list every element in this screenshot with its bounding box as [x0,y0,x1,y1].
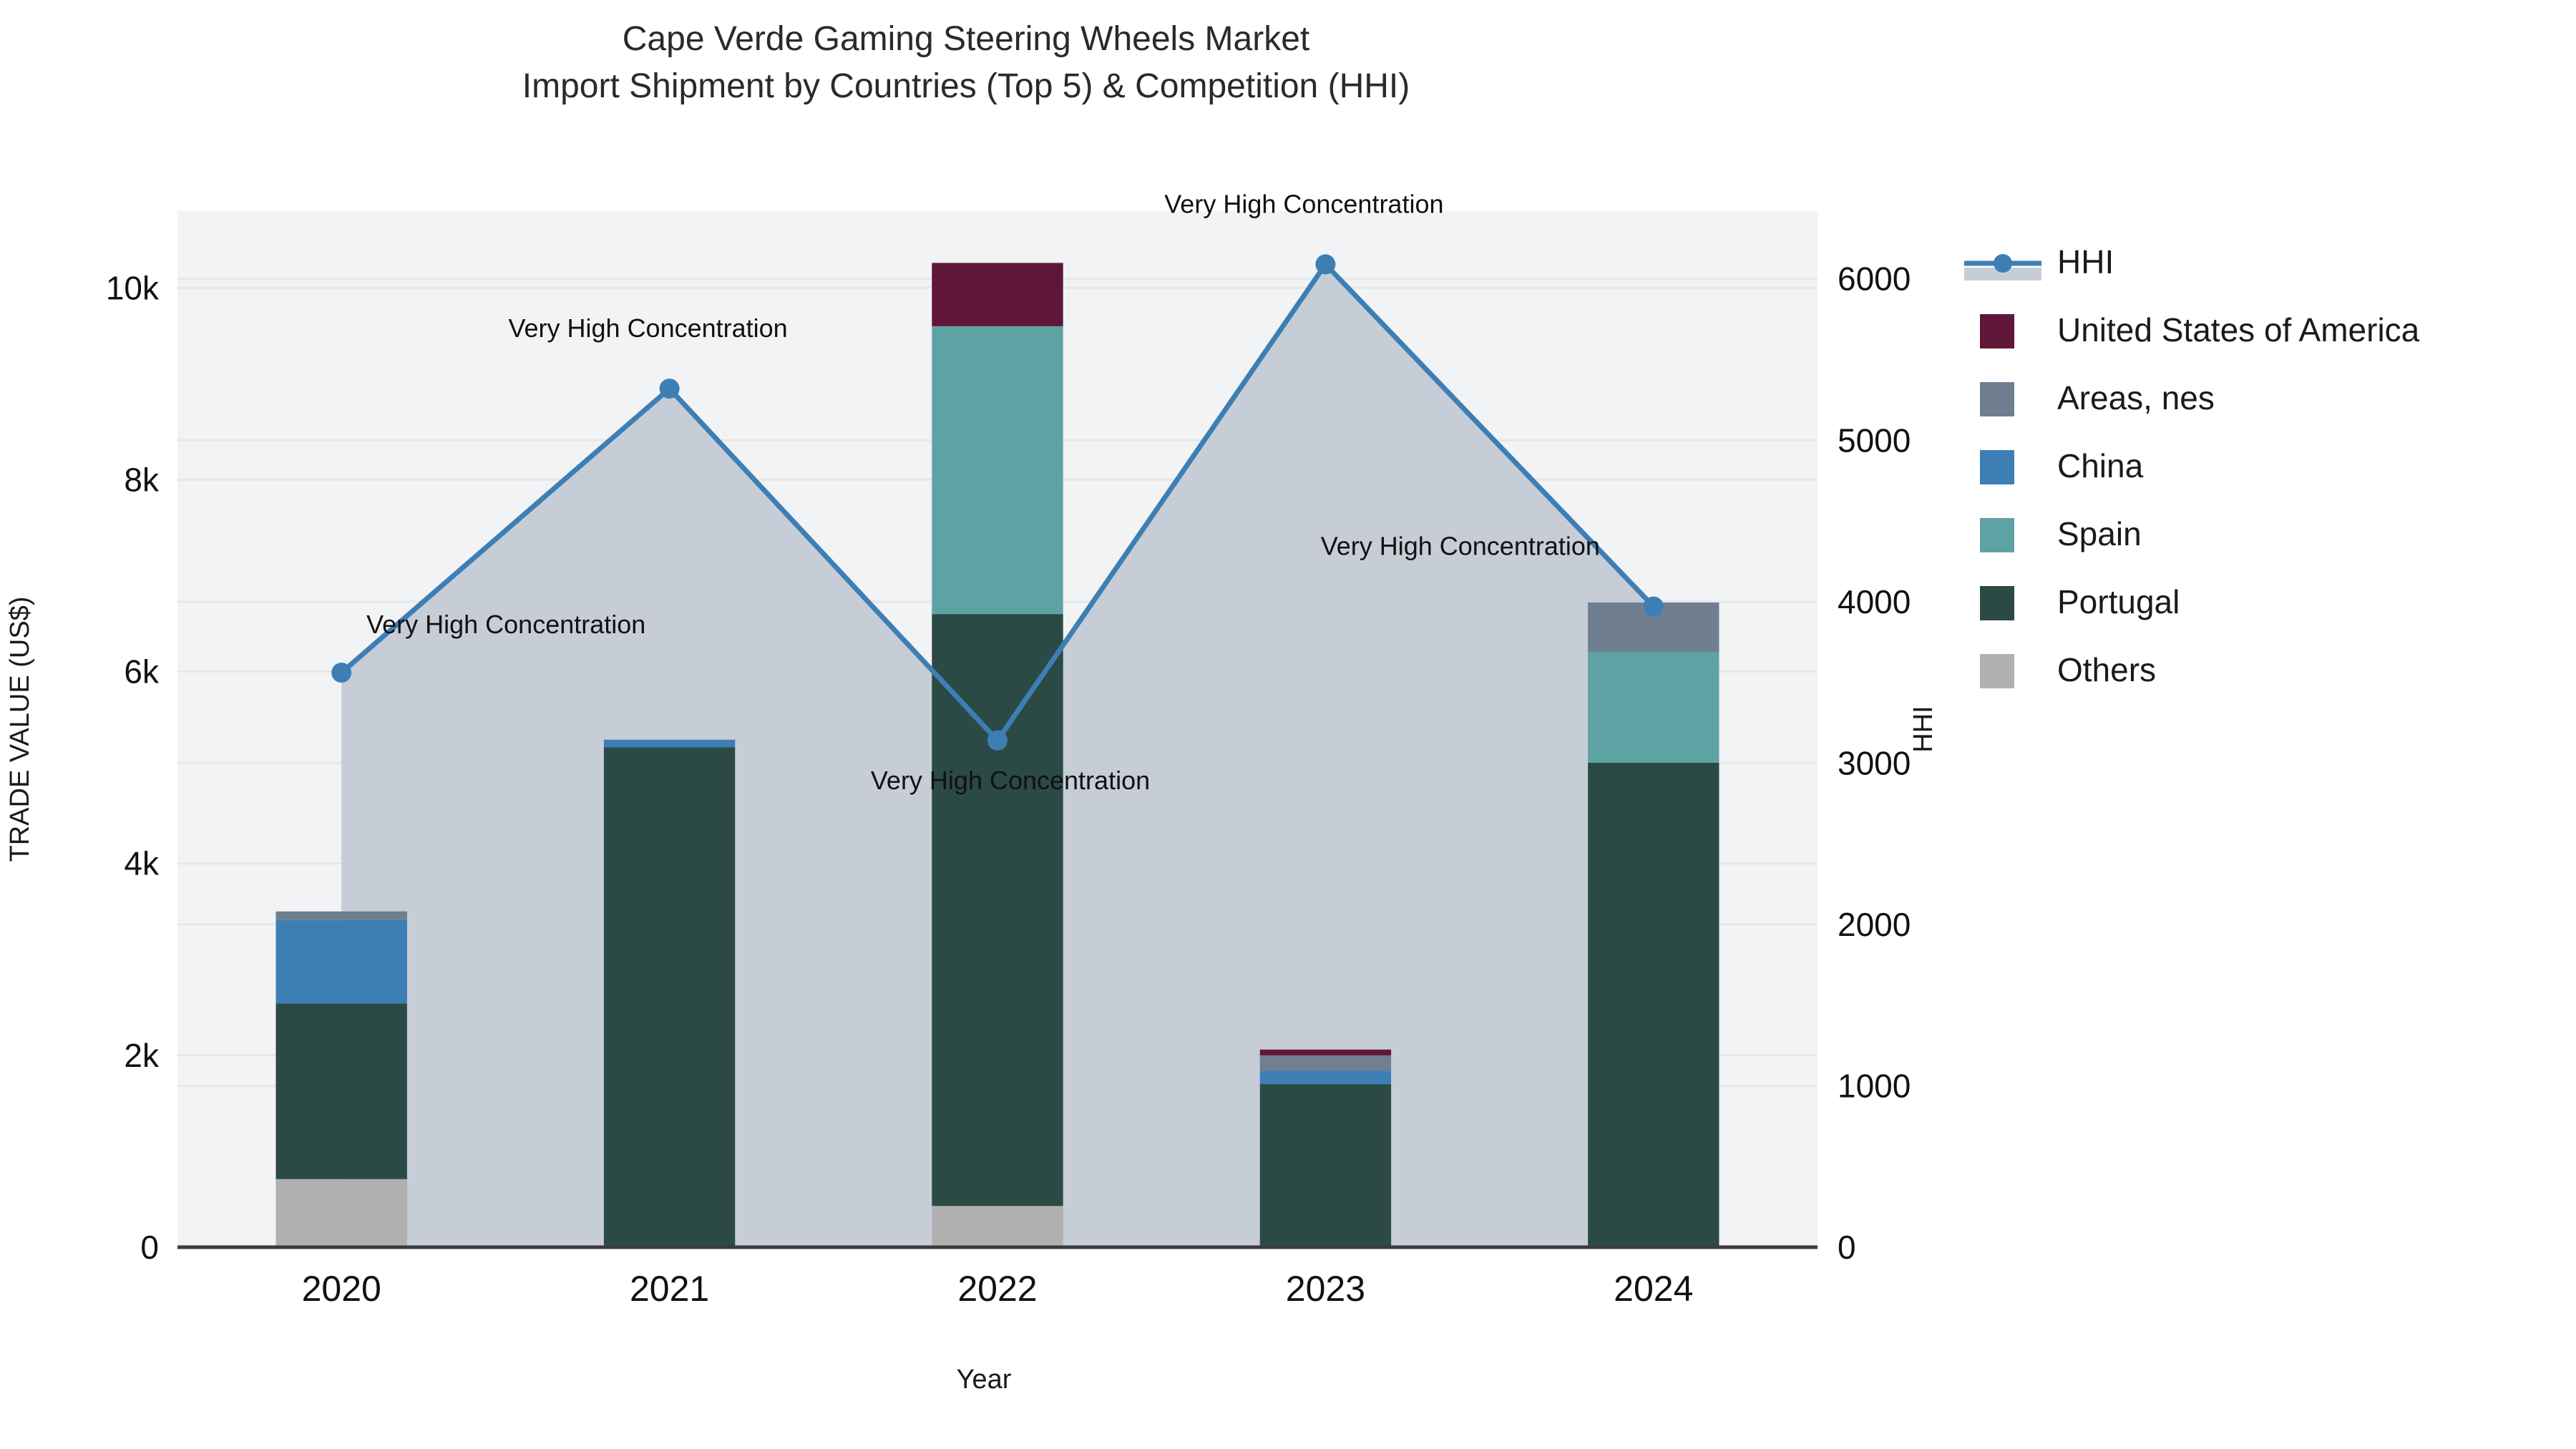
y-tick-label: 10k [106,269,160,306]
legend-label: China [2057,447,2144,484]
y2-tick-label: 0 [1838,1229,1856,1266]
legend-color-swatch [1980,382,2014,416]
hhi-data-point [659,379,680,399]
bar-segment [1588,652,1719,763]
legend-color-swatch [1980,586,2014,620]
chart-title: Cape Verde Gaming Steering Wheels Market [623,20,1309,58]
stacked-bars-group [275,263,1719,1247]
concentration-annotations-group: Very High Concentration Very High Concent… [366,189,1600,794]
hhi-data-point [1315,254,1336,275]
y-tick-label: 0 [140,1229,159,1266]
legend-group: HHI United States of America Areas, nes Chi… [1964,243,2420,688]
bar-segment [1259,1070,1392,1085]
bar-stack-2020 [275,911,407,1247]
bar-segment [932,614,1063,1206]
legend-label: United States of America [2057,311,2420,348]
bar-segment [603,747,736,1247]
y-axis-title: TRADE VALUE (US$) [5,597,35,862]
legend-color-swatch [1980,314,2014,348]
y2-tick-label: 5000 [1838,421,1911,459]
bar-stack-2022 [932,263,1063,1247]
bar-segment [932,326,1063,615]
concentration-annotation: Very High Concentration [366,610,645,639]
legend-label: Spain [2057,515,2142,552]
y2-tick-label: 1000 [1838,1067,1911,1104]
legend-label: Others [2057,651,2156,688]
legend-color-swatch [1980,518,2014,552]
concentration-annotation: Very High Concentration [508,313,787,343]
hhi-line-group [331,254,1664,751]
bar-segment [1259,1084,1392,1247]
legend-label: HHI [2057,243,2114,280]
tick-labels-group: 0 2k 4k 6k 8k 10k 0 1000 2000 3000 4000 5000 6000 202… [106,260,1911,1309]
legend-item[interactable]: China [1980,447,2144,484]
bar-segment [275,1003,407,1179]
bar-segment [275,1179,407,1247]
legend-label: Portugal [2057,583,2180,620]
concentration-annotation: Very High Concentration [1164,189,1443,218]
x-tick-label: 2022 [957,1269,1037,1309]
legend-item[interactable]: HHI [1964,243,2114,280]
x-axis-title: Year [957,1365,1012,1395]
legend-item[interactable]: Portugal [1980,583,2180,620]
bar-segment [932,1206,1063,1247]
legend-line-marker-icon [1994,254,2012,273]
bar-stack-2023 [1259,1049,1392,1247]
hhi-data-point [1643,596,1664,617]
bar-segment [1259,1049,1392,1055]
bar-segment [932,263,1063,326]
legend-item[interactable]: Areas, nes [1980,379,2215,416]
y2-axis-title: HHI [1908,706,1938,752]
legend-item[interactable]: United States of America [1980,311,2420,348]
bar-segment [275,911,407,920]
x-tick-label: 2024 [1614,1269,1693,1309]
bar-segment [603,739,736,748]
y-tick-label: 4k [124,845,160,882]
legend-area-swatch [1964,268,2041,280]
chart-subtitle: Import Shipment by Countries (Top 5) & C… [522,67,1410,105]
bar-segment [1588,762,1719,1247]
y2-tick-label: 4000 [1838,583,1911,620]
bar-segment [275,919,407,1004]
legend-item[interactable]: Others [1980,651,2156,688]
legend-color-swatch [1980,654,2014,688]
y-tick-label: 8k [124,461,160,498]
concentration-annotation: Very High Concentration [871,766,1150,795]
legend-color-swatch [1980,450,2014,484]
y-tick-label: 6k [124,653,160,691]
bar-stack-2024 [1588,602,1719,1247]
bar-segment [1259,1055,1392,1071]
y-tick-label: 2k [124,1037,160,1074]
x-tick-label: 2021 [630,1269,709,1309]
legend-item[interactable]: Spain [1980,515,2142,552]
concentration-annotation: Very High Concentration [1321,532,1600,561]
y2-tick-label: 2000 [1838,906,1911,943]
y2-tick-label: 3000 [1838,744,1911,781]
x-tick-label: 2023 [1286,1269,1365,1309]
x-tick-label: 2020 [302,1269,381,1309]
y2-tick-label: 6000 [1838,260,1911,298]
legend-label: Areas, nes [2057,379,2215,416]
hhi-data-point [987,730,1008,751]
hhi-data-point [331,663,352,683]
bar-stack-2021 [603,739,736,1247]
